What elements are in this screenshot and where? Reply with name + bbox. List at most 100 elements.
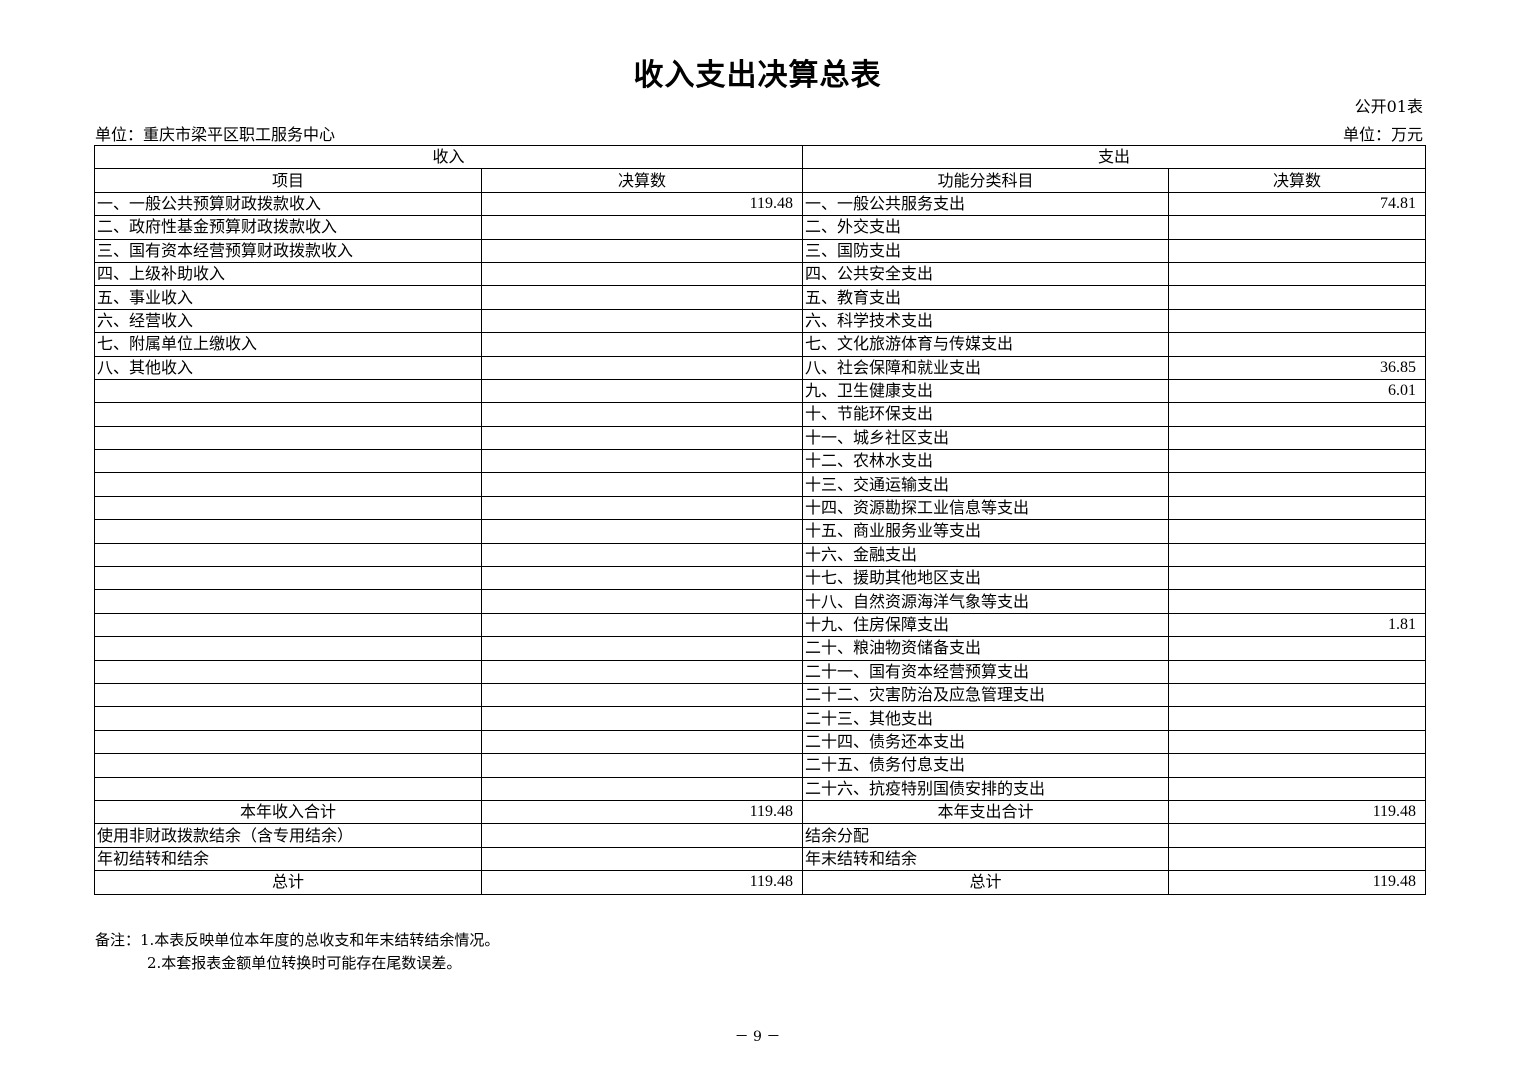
income-amount-cell: [480, 215, 804, 240]
expense-item-cell: 一、一般公共服务支出: [802, 191, 1170, 217]
income-item-cell: [94, 566, 482, 591]
expense-item-cell: 二十三、其他支出: [802, 706, 1170, 731]
expense-item-cell: 五、教育支出: [802, 285, 1170, 310]
expense-amount-header: 决算数: [1168, 168, 1427, 193]
expense-amount-cell: [1168, 542, 1427, 568]
expense-amount-cell: [1168, 495, 1427, 521]
income-amount-cell: [480, 846, 804, 872]
expense-item-cell: 结余分配: [802, 823, 1170, 848]
expense-item-cell: 二十六、抗疫特别国债安排的支出: [802, 776, 1170, 801]
expense-amount-cell: [1168, 753, 1427, 778]
table-row: 十八、自然资源海洋气象等支出: [94, 589, 1427, 614]
income-item-cell: [94, 542, 482, 568]
table-row: 四、上级补助收入 四、公共安全支出: [94, 261, 1427, 287]
form-number: 公开01表: [1354, 97, 1423, 116]
income-amount-cell: [480, 753, 804, 778]
table-row: 十、节能环保支出: [94, 402, 1427, 427]
income-item-cell: 六、经营收入: [94, 308, 482, 334]
expense-amount-cell: 1.81: [1168, 612, 1427, 638]
income-amount-cell: [480, 355, 804, 380]
income-amount-cell: [480, 706, 804, 731]
income-amount-cell: [480, 495, 804, 521]
expense-item-cell: 十五、商业服务业等支出: [802, 519, 1170, 544]
expense-item-cell: 十八、自然资源海洋气象等支出: [802, 589, 1170, 614]
income-amount-cell: [480, 682, 804, 708]
table-row: 一、一般公共预算财政拨款收入 119.48 一、一般公共服务支出 74.81: [94, 191, 1427, 217]
summary-row: 总计 119.48 总计 119.48: [94, 870, 1427, 895]
income-amount-cell: [480, 238, 804, 263]
income-item-cell: 四、上级补助收入: [94, 261, 482, 287]
expense-amount-cell: [1168, 402, 1427, 427]
table-row: 七、附属单位上缴收入 七、文化旅游体育与传媒支出: [94, 332, 1427, 357]
income-amount-cell: 119.48: [480, 191, 804, 217]
expense-item-cell: 十一、城乡社区支出: [802, 425, 1170, 451]
table-row: 二十五、债务付息支出: [94, 753, 1427, 778]
income-item-cell: 本年收入合计: [94, 799, 482, 825]
income-item-cell: [94, 449, 482, 474]
income-amount-cell: [480, 612, 804, 638]
expense-item-cell: 二十二、灾害防治及应急管理支出: [802, 682, 1170, 708]
income-item-cell: [94, 519, 482, 544]
table-row: 二十、粮油物资储备支出: [94, 636, 1427, 661]
expense-amount-cell: [1168, 332, 1427, 357]
income-item-cell: [94, 612, 482, 638]
income-item-cell: [94, 425, 482, 451]
expense-amount-cell: [1168, 659, 1427, 684]
expense-amount-cell: 119.48: [1168, 799, 1427, 825]
expense-item-cell: 九、卫生健康支出: [802, 378, 1170, 404]
expense-amount-cell: [1168, 519, 1427, 544]
expense-item-cell: 年末结转和结余: [802, 846, 1170, 872]
table-row: 六、经营收入 六、科学技术支出: [94, 308, 1427, 334]
expense-amount-cell: [1168, 823, 1427, 848]
income-amount-cell: [480, 425, 804, 451]
income-item-cell: 三、国有资本经营预算财政拨款收入: [94, 238, 482, 263]
income-amount-cell: [480, 285, 804, 310]
expense-amount-cell: [1168, 566, 1427, 591]
income-amount-cell: [480, 402, 804, 427]
note-1: 备注：1.本表反映单位本年度的总收支和年末结转结余情况。: [95, 931, 500, 949]
expense-item-cell: 十二、农林水支出: [802, 449, 1170, 474]
expense-amount-cell: [1168, 238, 1427, 263]
note-2: 2.本套报表金额单位转换时可能存在尾数误差。: [147, 954, 462, 972]
expense-amount-cell: 36.85: [1168, 355, 1427, 380]
table-row: 五、事业收入 五、教育支出: [94, 285, 1427, 310]
income-item-cell: 年初结转和结余: [94, 846, 482, 872]
table-row: 二十六、抗疫特别国债安排的支出: [94, 776, 1427, 801]
expense-amount-cell: [1168, 636, 1427, 661]
income-item-cell: [94, 472, 482, 497]
income-item-cell: [94, 753, 482, 778]
income-amount-cell: [480, 308, 804, 334]
summary-row: 本年收入合计 119.48 本年支出合计 119.48: [94, 799, 1427, 825]
income-amount-cell: 119.48: [480, 799, 804, 825]
header-row-group: 收入 支出: [93, 144, 1427, 170]
income-amount-cell: [480, 332, 804, 357]
expense-item-cell: 二十五、债务付息支出: [802, 753, 1170, 778]
income-amount-cell: [480, 729, 804, 755]
income-item-cell: [94, 402, 482, 427]
expense-item-cell: 二十四、债务还本支出: [802, 729, 1170, 755]
expense-amount-cell: [1168, 776, 1427, 801]
expense-item-cell: 本年支出合计: [802, 799, 1170, 825]
expense-item-cell: 六、科学技术支出: [802, 308, 1170, 334]
income-item-cell: [94, 589, 482, 614]
table-row: 二十三、其他支出: [94, 706, 1427, 731]
expense-item-cell: 八、社会保障和就业支出: [802, 355, 1170, 380]
expense-item-cell: 十、节能环保支出: [802, 402, 1170, 427]
table-row: 十一、城乡社区支出: [94, 425, 1427, 451]
header-row-columns: 项目 决算数 功能分类科目 决算数: [94, 168, 1427, 193]
table-row: 二十一、国有资本经营预算支出: [94, 659, 1427, 684]
expense-amount-cell: [1168, 308, 1427, 334]
expense-item-cell: 十九、住房保障支出: [802, 612, 1170, 638]
table-row: 三、国有资本经营预算财政拨款收入 三、国防支出: [94, 238, 1427, 263]
income-expense-table: 收入 支出 项目 决算数 功能分类科目 决算数 一、一般公共预算财政拨款收入 11…: [93, 144, 1427, 895]
income-amount-cell: [480, 659, 804, 684]
income-item-cell: [94, 682, 482, 708]
income-item-cell: [94, 495, 482, 521]
table-row: 二十二、灾害防治及应急管理支出: [94, 682, 1427, 708]
income-amount-cell: [480, 776, 804, 801]
income-item-cell: 八、其他收入: [94, 355, 482, 380]
expense-item-cell: 十四、资源勘探工业信息等支出: [802, 495, 1170, 521]
expense-amount-cell: [1168, 215, 1427, 240]
income-item-cell: 七、附属单位上缴收入: [94, 332, 482, 357]
income-item-cell: [94, 378, 482, 404]
